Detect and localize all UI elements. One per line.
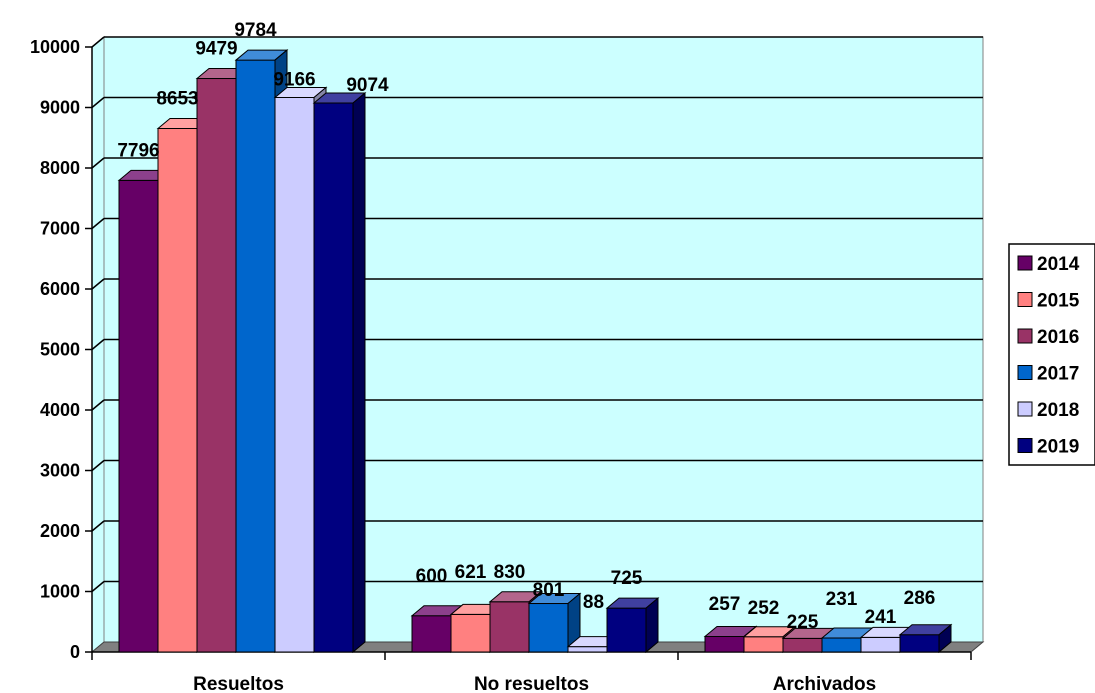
bar-front — [704, 635, 745, 653]
bar-front — [860, 636, 901, 653]
data-label: 621 — [455, 562, 487, 583]
data-label: 9784 — [234, 20, 277, 41]
legend-swatch — [1017, 365, 1033, 380]
data-label: 257 — [709, 594, 741, 615]
data-label: 9074 — [346, 75, 389, 96]
bar-front — [411, 615, 452, 653]
bar-front — [528, 603, 569, 653]
bars — [117, 49, 953, 654]
y-tick-label: 9000 — [40, 98, 80, 118]
bar-front — [782, 637, 823, 653]
legend-label: 2018 — [1037, 400, 1079, 421]
bar-front — [235, 59, 276, 653]
gridline-diagonal — [91, 338, 105, 351]
data-label: 252 — [748, 598, 780, 619]
data-label: 286 — [904, 588, 936, 609]
data-label: 9479 — [195, 39, 237, 60]
y-tick-label: 0 — [70, 642, 80, 662]
legend-label: 2017 — [1037, 364, 1079, 385]
y-tick-label: 10000 — [30, 37, 80, 57]
bar-front — [899, 634, 940, 653]
data-label: 88 — [583, 592, 604, 613]
bar-front — [196, 78, 237, 653]
bar-side — [938, 623, 952, 654]
y-tick-label: 8000 — [40, 158, 80, 178]
data-label: 241 — [865, 607, 897, 628]
bar-side — [352, 91, 366, 654]
gridline-diagonal — [91, 520, 105, 532]
legend-swatch — [1017, 292, 1033, 307]
y-tick-label: 3000 — [40, 461, 80, 481]
legend-swatch — [1017, 438, 1033, 453]
bar-front — [743, 636, 784, 653]
y-tick-label: 4000 — [40, 400, 80, 420]
gridline-diagonal — [91, 580, 105, 593]
legend-swatch — [1017, 328, 1033, 344]
y-tick-label: 6000 — [40, 279, 80, 299]
data-label: 225 — [787, 612, 819, 633]
data-label: 7796 — [117, 140, 159, 161]
bar-front — [606, 607, 647, 653]
y-tick-label: 5000 — [40, 340, 80, 360]
legend-label: 2016 — [1037, 327, 1079, 348]
gridline-diagonal — [91, 459, 105, 472]
bar-front — [157, 127, 198, 653]
legend-swatch — [1017, 401, 1033, 417]
bar-front — [489, 601, 530, 653]
legend-label: 2015 — [1037, 291, 1080, 312]
x-tick-label: No resueltos — [474, 674, 589, 693]
y-tick-label: 7000 — [40, 219, 80, 239]
y-tick-label: 2000 — [40, 521, 80, 541]
gridline-diagonal — [91, 157, 105, 169]
bar-front — [450, 613, 491, 653]
data-label: 725 — [611, 568, 643, 589]
x-tick-label: Archivados — [773, 674, 876, 693]
bar-front — [821, 637, 862, 653]
bar-front — [274, 96, 315, 653]
data-label: 600 — [416, 566, 448, 587]
gridline-diagonal — [91, 36, 105, 48]
data-label: 9166 — [273, 69, 315, 90]
x-tick-label: Resueltos — [193, 674, 284, 693]
data-label: 231 — [826, 589, 858, 610]
bar-front — [118, 179, 159, 653]
bar-front — [313, 102, 354, 653]
legend-label: 2019 — [1037, 437, 1079, 458]
data-label: 801 — [533, 580, 565, 601]
legend-label: 2014 — [1037, 254, 1080, 275]
gridline-diagonal — [91, 399, 105, 411]
data-label: 830 — [494, 562, 526, 583]
legend-box — [1008, 243, 1095, 466]
gridline-diagonal — [91, 96, 105, 109]
gridline-diagonal — [91, 278, 105, 290]
legend-swatch — [1017, 255, 1033, 271]
bar-front — [567, 646, 608, 653]
gridline-diagonal — [91, 217, 105, 230]
data-label: 8653 — [156, 88, 198, 109]
y-tick-label: 1000 — [40, 582, 80, 602]
legend: 2014 2015 2016 2017 2018 2019 — [1008, 243, 1095, 466]
bar-side — [645, 597, 659, 654]
